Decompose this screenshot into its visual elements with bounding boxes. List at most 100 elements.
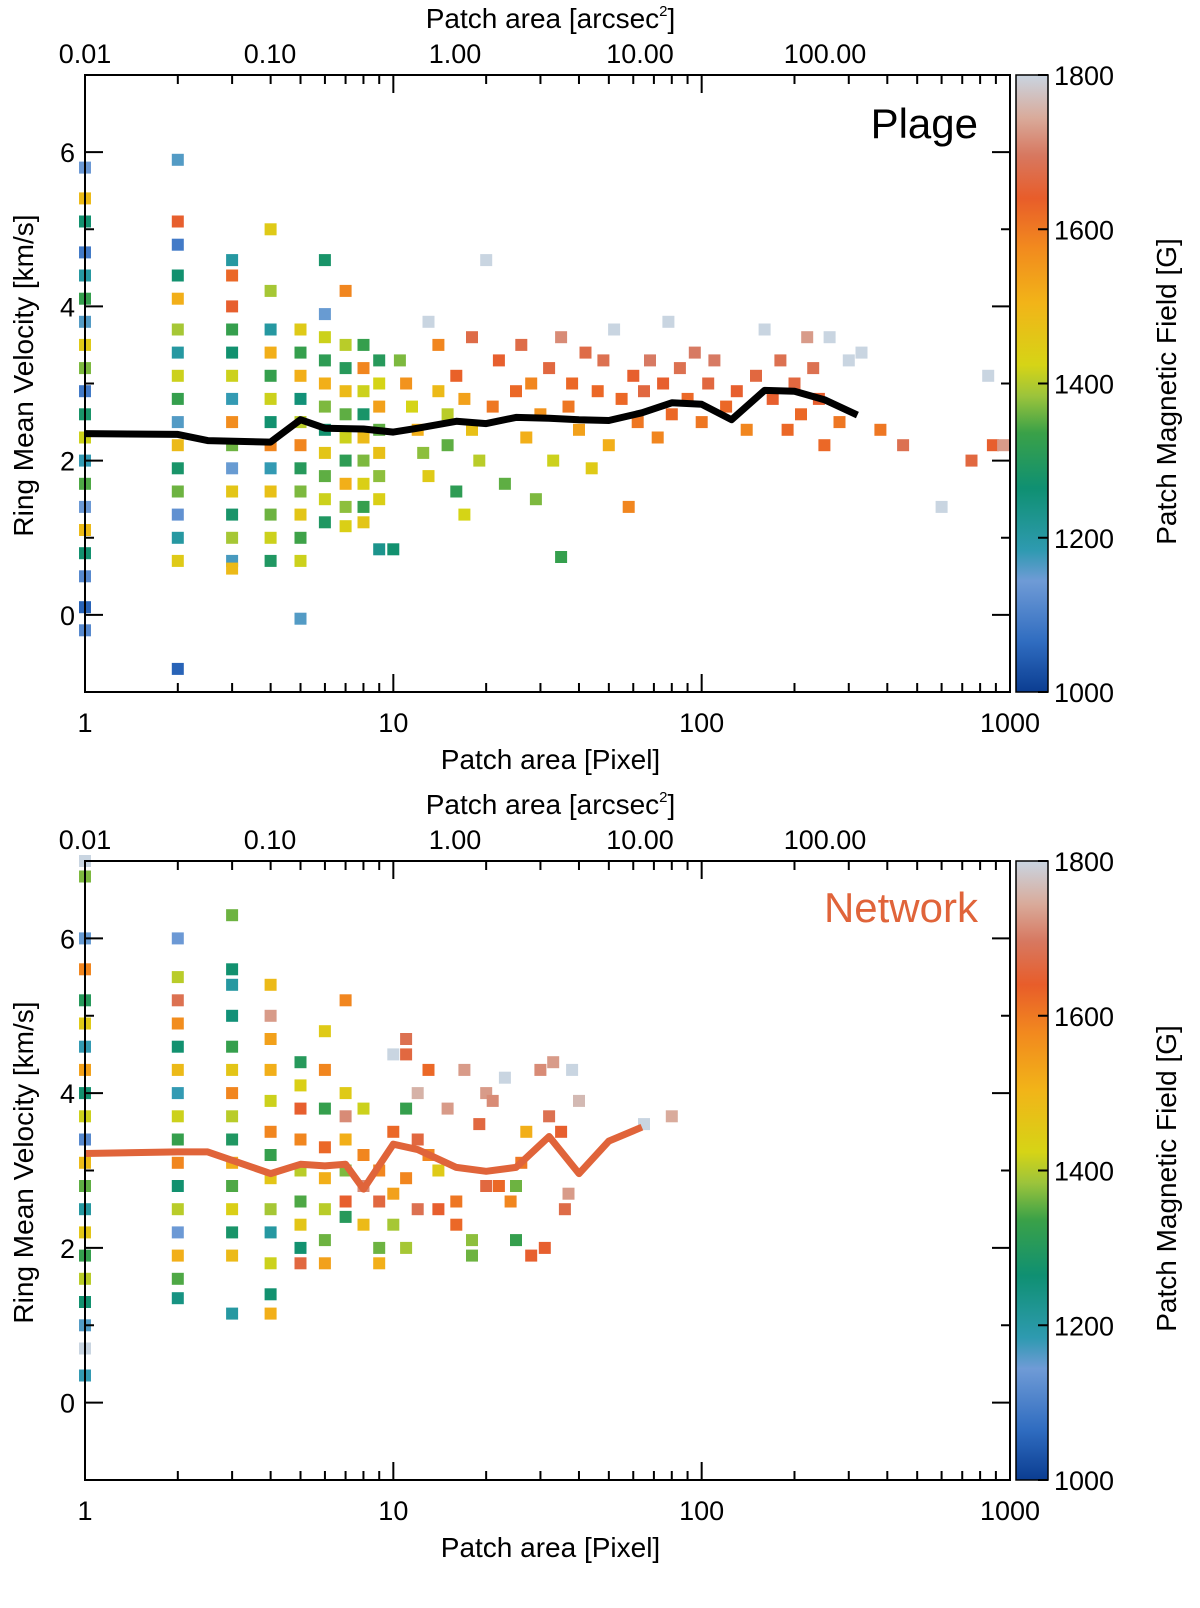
plage-point-91 — [339, 385, 352, 398]
network-point-92 — [357, 1218, 370, 1231]
plage-point-122 — [422, 315, 435, 328]
plage-point-54 — [264, 323, 277, 336]
network-plot-frame — [84, 860, 1011, 1481]
network-point-124 — [498, 1071, 511, 1084]
network-y-axis-title: Ring Mean Velocity [km/s] — [8, 1001, 39, 1323]
network-point-47 — [226, 1180, 239, 1192]
plage-point-166 — [665, 408, 678, 421]
plage-point-105 — [357, 500, 370, 513]
network-tick-labels: 1 10 100 1000 0.01 0.10 1.00 10.00 100.00 0 2 4 6 — [59, 825, 1040, 1526]
plage-point-80 — [318, 354, 331, 367]
plage-point-179 — [774, 354, 787, 367]
plage-point-177 — [758, 323, 771, 336]
plage-colorbar-title: Patch Magnetic Field [G] — [1151, 238, 1182, 545]
plage-point-64 — [264, 554, 277, 567]
network-colorbar-tick-label: 1200 — [1054, 1311, 1114, 1341]
plage-point-73 — [294, 508, 307, 521]
network-point-72 — [294, 1241, 307, 1254]
network-point-112 — [432, 1203, 445, 1216]
network-point-40 — [226, 1009, 239, 1022]
plage-point-138 — [510, 385, 522, 398]
plage-point-158 — [622, 500, 635, 513]
network-point-119 — [473, 1118, 486, 1131]
plage-point-150 — [573, 423, 585, 436]
plage-point-49 — [226, 531, 239, 544]
plage-point-139 — [515, 338, 528, 351]
plage-point-81 — [318, 377, 331, 390]
plage-point-23 — [171, 269, 184, 282]
plage-top-axis-title-exponent: 2 — [659, 3, 667, 20]
network-point-54 — [264, 1033, 277, 1045]
network-point-55 — [264, 1063, 277, 1076]
plage-point-123 — [432, 338, 445, 351]
plage-point-95 — [339, 477, 352, 490]
network-point-96 — [373, 1257, 386, 1270]
plage-point-193 — [935, 500, 948, 513]
network-point-39 — [226, 978, 239, 991]
plage-point-132 — [466, 331, 478, 344]
network-point-44 — [226, 1110, 239, 1123]
plage-point-149 — [566, 377, 579, 390]
plage-point-192 — [897, 439, 910, 452]
plage-point-182 — [795, 408, 807, 421]
plage-point-146 — [555, 331, 568, 344]
network-point-131 — [534, 1063, 547, 1076]
plage-point-135 — [486, 400, 499, 413]
network-point-37 — [226, 909, 239, 922]
plage-x2-tick-label: 100.00 — [784, 39, 867, 69]
plage-point-39 — [226, 300, 239, 313]
plage-point-190 — [855, 346, 868, 359]
network-median-line — [84, 1123, 644, 1193]
network-point-53 — [264, 1009, 277, 1022]
plage-x2-tick-label: 0.01 — [59, 39, 112, 69]
network-scatter-points — [79, 855, 678, 1382]
plage-point-51 — [226, 562, 239, 575]
plage-point-62 — [264, 508, 277, 521]
network-point-82 — [339, 994, 352, 1007]
network-point-133 — [543, 1110, 556, 1123]
plage-point-20 — [171, 153, 184, 166]
plage-point-26 — [171, 346, 184, 359]
network-point-89 — [357, 1102, 370, 1115]
network-point-60 — [264, 1203, 277, 1216]
plage-point-29 — [171, 416, 184, 429]
plage-colorbar-tick-label: 1000 — [1054, 678, 1114, 708]
plage-point-35 — [171, 554, 184, 567]
network-colorbar-ticks: 1000 1200 1400 1600 1800 — [1038, 847, 1114, 1496]
network-colorbar-tick-label: 1400 — [1054, 1157, 1114, 1187]
plage-point-142 — [529, 493, 542, 506]
plage-point-111 — [373, 446, 386, 459]
network-point-75 — [318, 1063, 331, 1076]
plage-point-154 — [597, 354, 610, 367]
plage-point-70 — [294, 439, 307, 452]
network-point-34 — [171, 1249, 184, 1262]
network-point-87 — [339, 1195, 352, 1208]
network-x2-tick-label: 0.10 — [244, 825, 297, 855]
plage-point-113 — [373, 493, 386, 506]
plage-point-57 — [264, 392, 277, 405]
network-point-138 — [566, 1063, 579, 1076]
network-point-42 — [226, 1063, 239, 1076]
network-point-21 — [171, 932, 184, 945]
plage-point-77 — [318, 254, 331, 267]
plage-point-42 — [226, 369, 239, 382]
network-point-33 — [171, 1226, 184, 1239]
network-point-117 — [466, 1234, 478, 1247]
network-point-109 — [422, 1063, 435, 1076]
network-y-tick-label: 4 — [60, 1079, 75, 1109]
network-point-95 — [373, 1241, 386, 1254]
network-y-tick-label: 2 — [60, 1234, 75, 1264]
plage-point-133 — [473, 454, 486, 467]
network-point-28 — [171, 1110, 184, 1123]
plage-point-103 — [357, 454, 370, 467]
plage-point-187 — [823, 331, 836, 344]
plage-colorbar-ticks: 1000 1200 1400 1600 1800 — [1038, 61, 1114, 708]
network-x-axis-title: Patch area [Pixel] — [441, 1532, 660, 1563]
plage-point-34 — [171, 531, 184, 544]
network-point-90 — [357, 1149, 370, 1161]
plage-point-121 — [422, 470, 435, 483]
network-panel-title: Network — [824, 884, 979, 931]
plage-point-124 — [432, 385, 445, 398]
network-point-108 — [411, 1203, 424, 1216]
